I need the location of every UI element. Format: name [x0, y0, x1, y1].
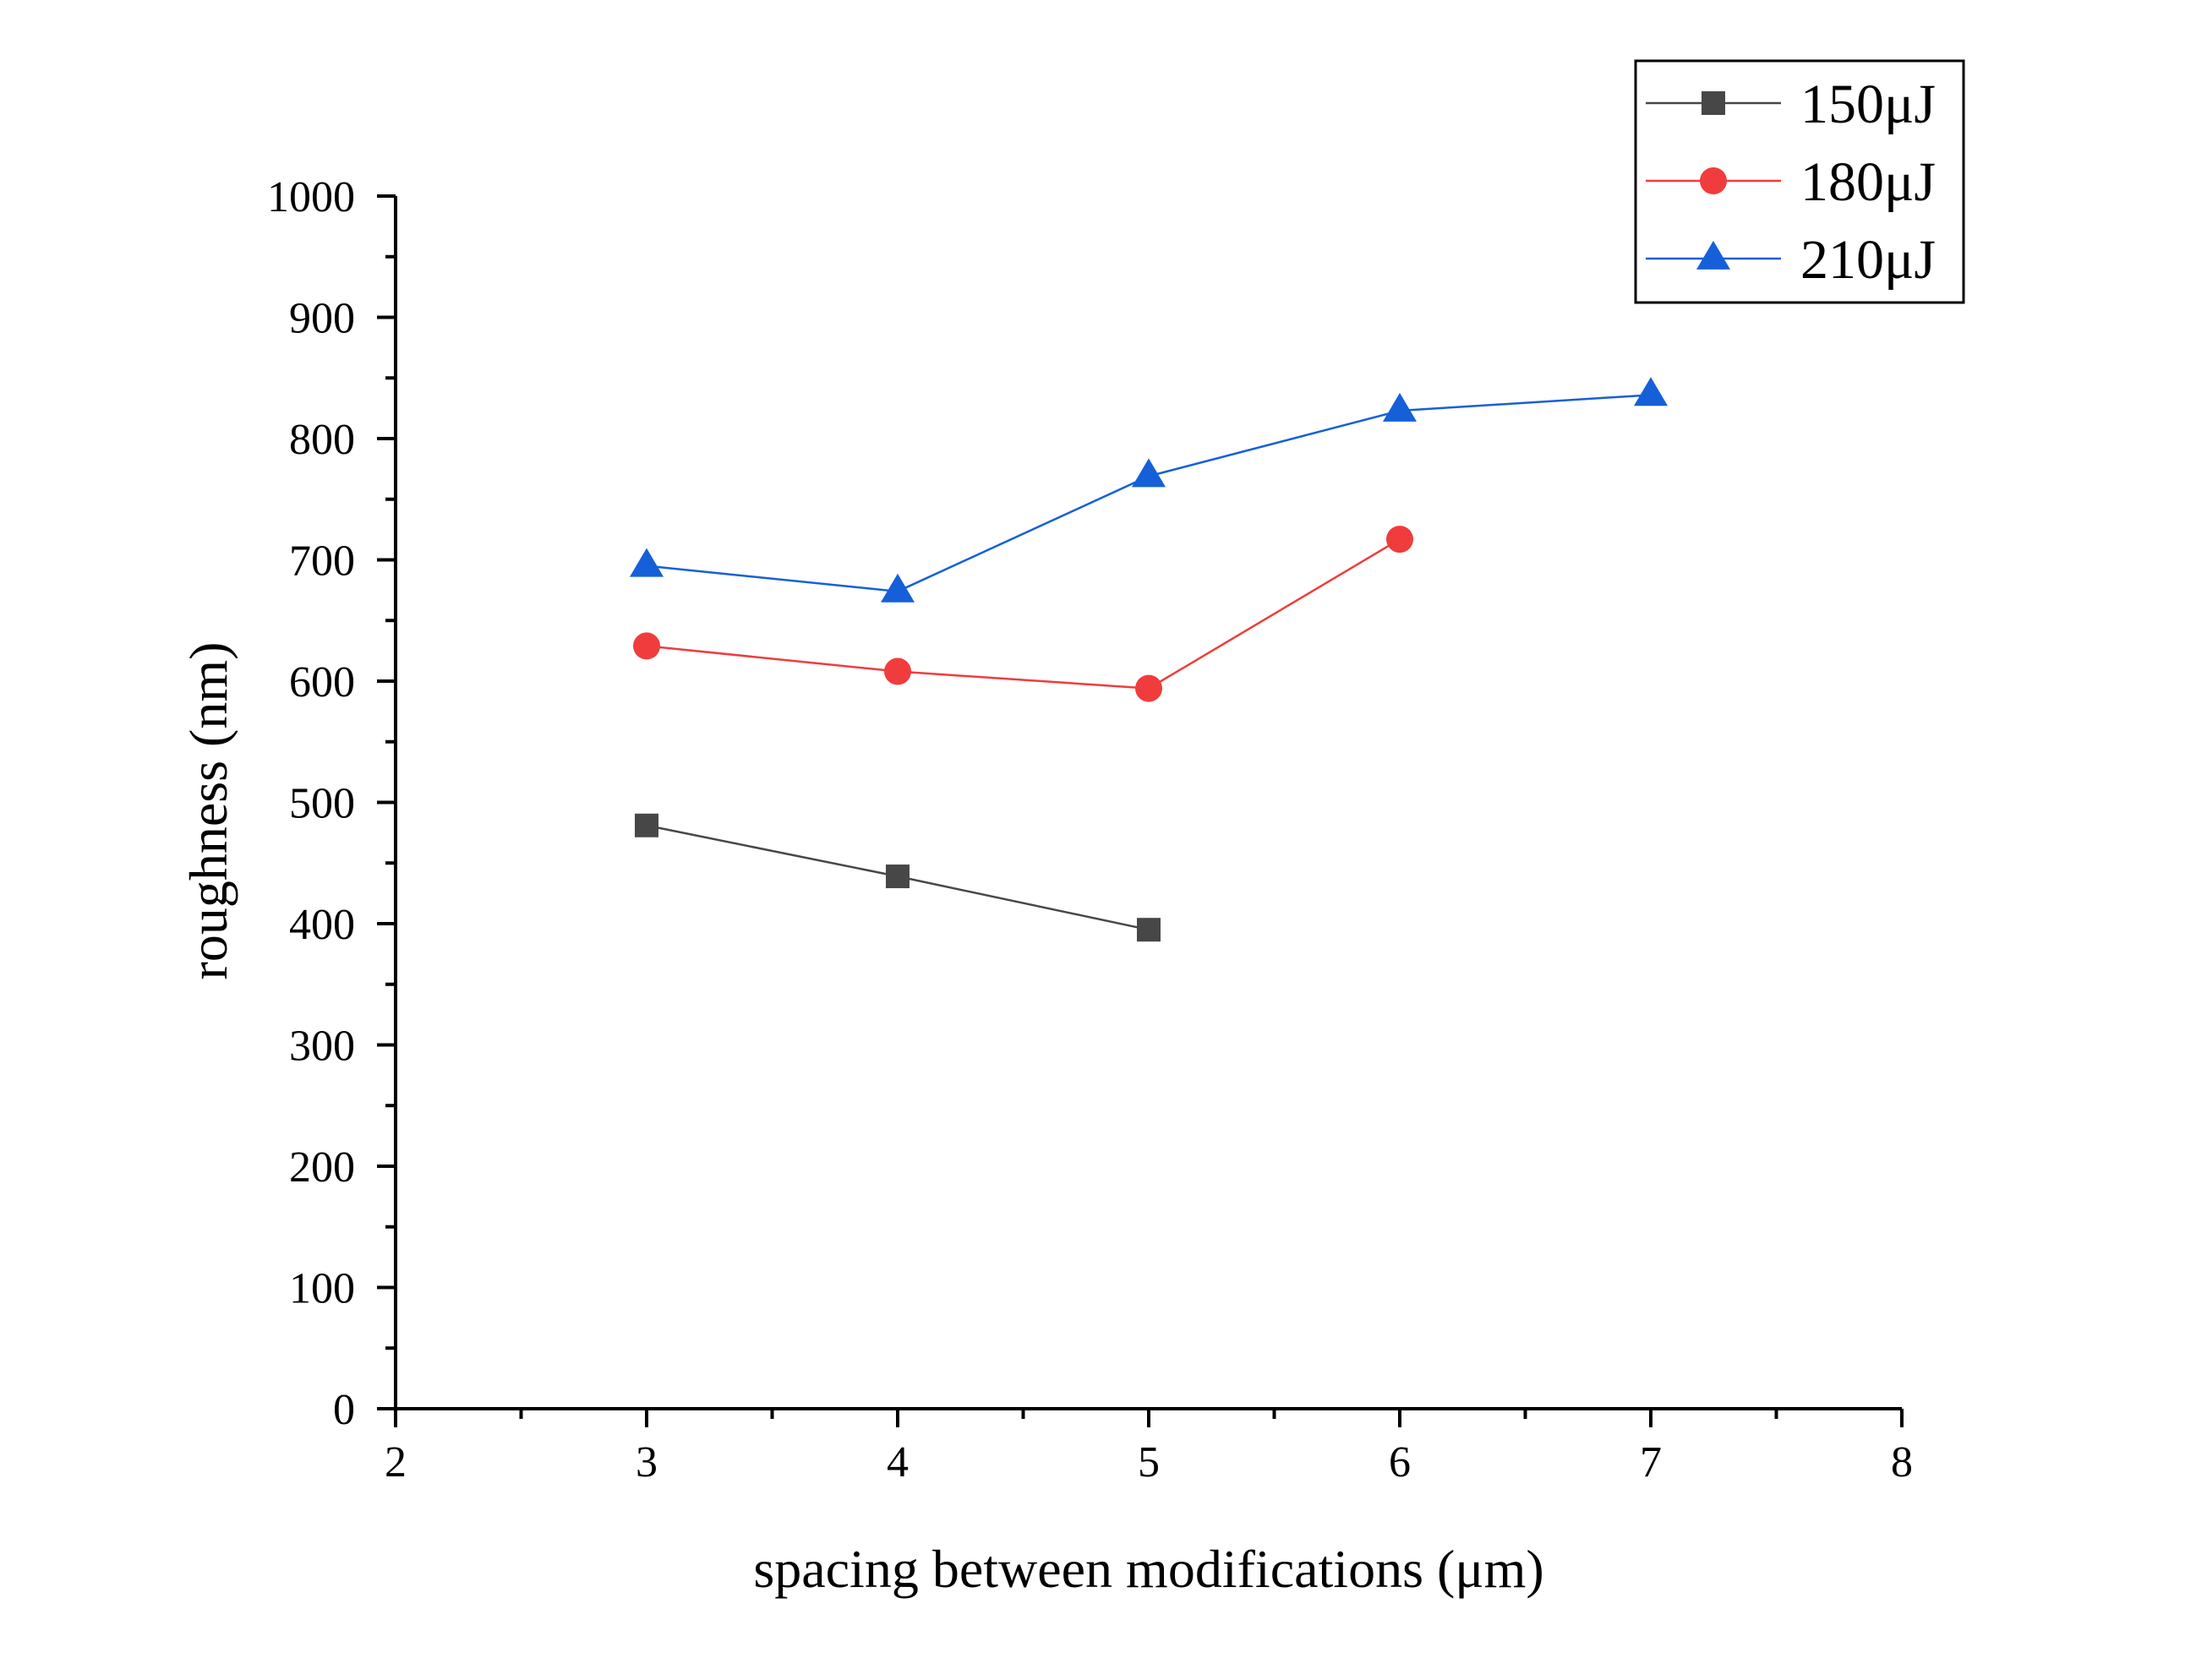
y-tick-label: 1000 [267, 173, 355, 221]
y-tick-label: 700 [289, 537, 355, 586]
x-tick-label: 6 [1389, 1438, 1411, 1486]
legend-marker [1696, 240, 1730, 270]
data-point [884, 657, 911, 685]
y-tick-label: 0 [333, 1386, 355, 1434]
y-axis-title: roughness (nm) [178, 642, 238, 980]
series-line [646, 538, 1401, 690]
y-tick-label: 200 [289, 1143, 355, 1192]
data-point [635, 813, 658, 837]
data-point [1383, 392, 1417, 422]
data-point [1135, 674, 1162, 702]
legend-item: 210μJ [1646, 229, 1936, 291]
x-tick-label: 3 [636, 1438, 658, 1486]
legend: 150μJ 180μJ 210μJ [1634, 59, 1965, 304]
data-point [1634, 377, 1668, 406]
legend-item: 180μJ [1646, 151, 1936, 213]
legend-item: 150μJ [1646, 74, 1936, 135]
y-tick-label: 900 [289, 295, 355, 343]
series-0 [635, 813, 1161, 942]
data-point [1132, 458, 1166, 488]
x-axis-title: spacing between modifications (μm) [753, 1539, 1543, 1599]
data-point [633, 632, 660, 660]
y-tick-label: 500 [289, 780, 355, 828]
legend-label: 210μJ [1800, 229, 1936, 291]
y-tick-label: 600 [289, 658, 355, 706]
series-layer [630, 377, 1668, 942]
data-point [886, 865, 910, 889]
y-tick-label: 800 [289, 416, 355, 464]
x-tick-label: 5 [1138, 1438, 1160, 1486]
legend-label: 150μJ [1800, 74, 1936, 135]
data-point [1137, 918, 1161, 942]
legend-marker [1702, 91, 1725, 115]
series-1 [633, 526, 1413, 702]
x-tick-label: 8 [1891, 1438, 1913, 1486]
axes: 2 3 4 5 6 7 8 0 100 200 300 400 500 600 700 800 900 1000 [267, 173, 1913, 1486]
y-tick-label: 100 [289, 1265, 355, 1313]
legend-marker [1700, 167, 1727, 194]
data-point [630, 548, 664, 577]
data-point [1386, 526, 1413, 554]
y-tick-label: 400 [289, 901, 355, 949]
x-tick-label: 2 [385, 1438, 407, 1486]
data-point [881, 573, 915, 603]
y-tick-label: 300 [289, 1023, 355, 1071]
series-line [646, 394, 1652, 593]
series-2 [630, 377, 1668, 603]
x-tick-label: 7 [1640, 1438, 1662, 1486]
x-tick-label: 4 [887, 1438, 909, 1486]
legend-label: 180μJ [1800, 151, 1936, 213]
